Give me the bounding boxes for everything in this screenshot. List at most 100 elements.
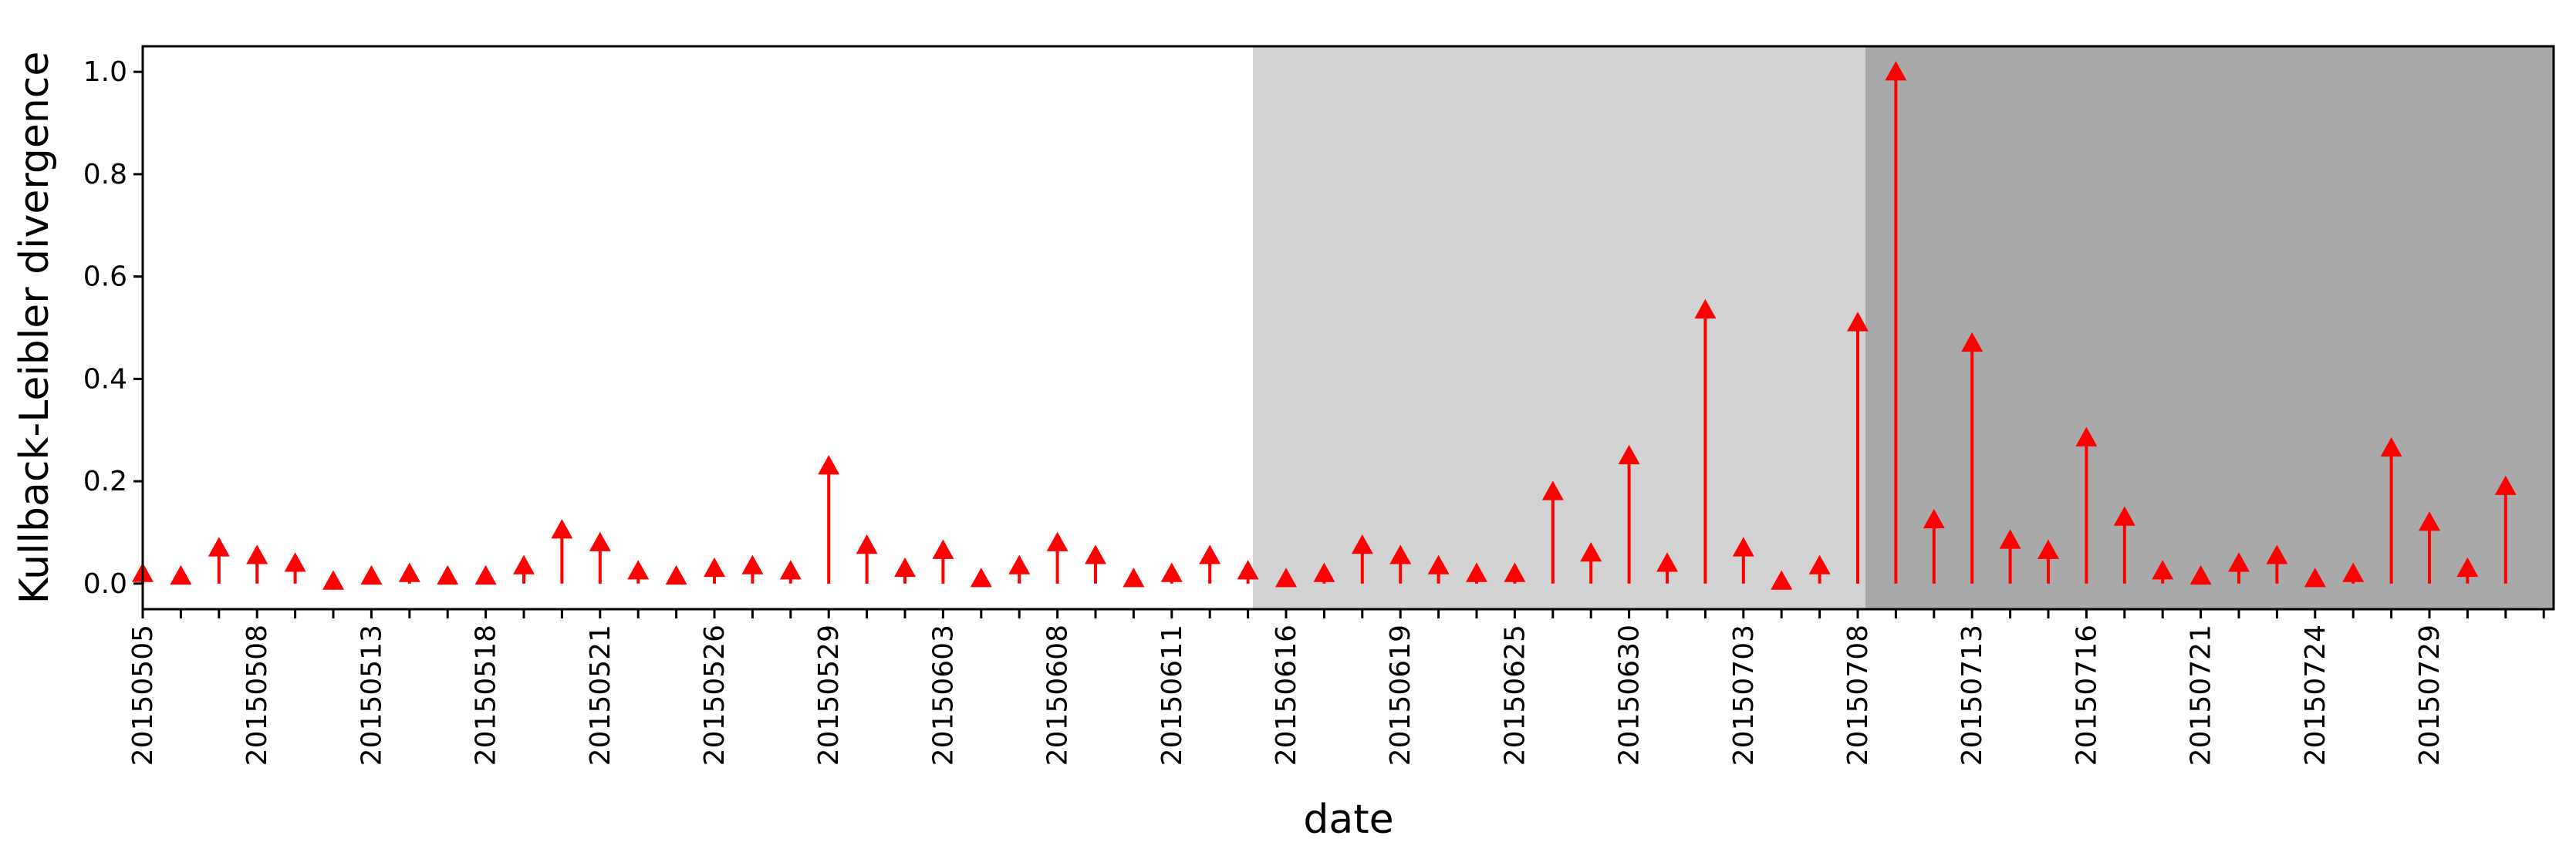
y-tick-label: 0.0 — [83, 568, 127, 600]
stem-61 — [2456, 557, 2479, 584]
triangle-marker — [1123, 568, 1145, 588]
x-tick-label: 20150721 — [2186, 625, 2217, 766]
stem-42 — [1732, 537, 1754, 584]
triangle-marker — [1618, 444, 1640, 465]
triangle-marker — [2419, 511, 2440, 531]
triangle-marker — [2266, 544, 2288, 564]
x-tick-label: 20150608 — [1042, 625, 1074, 766]
stem-54 — [2189, 564, 2212, 585]
triangle-marker — [1580, 542, 1602, 562]
triangle-marker — [2189, 564, 2212, 585]
triangle-marker — [2038, 539, 2059, 559]
stem-37 — [1541, 480, 1564, 584]
triangle-marker — [1694, 298, 1717, 318]
stem-25 — [1085, 544, 1106, 584]
triangle-marker — [1351, 534, 1373, 554]
triangle-marker — [1237, 560, 1259, 580]
triangle-marker — [1808, 554, 1831, 574]
triangle-marker — [627, 560, 650, 580]
triangle-marker — [474, 564, 497, 585]
triangle-marker — [932, 539, 954, 559]
stem-21 — [932, 539, 954, 584]
triangle-marker — [1541, 480, 1564, 500]
triangle-marker — [1008, 554, 1031, 574]
stem-40 — [1656, 552, 1678, 584]
x-tick-label: 20150616 — [1271, 625, 1302, 766]
stem-27 — [1160, 562, 1183, 584]
triangle-marker — [551, 519, 573, 539]
triangle-marker — [437, 564, 459, 585]
triangle-marker — [665, 564, 687, 585]
x-tick-label: 20150724 — [2300, 625, 2331, 766]
stem-9 — [474, 564, 497, 585]
x-tick-label: 20150526 — [699, 625, 731, 766]
plot-frame — [141, 45, 2555, 611]
triangle-marker — [1275, 568, 1297, 588]
stem-5 — [322, 570, 344, 590]
shaded-region-2 — [1865, 46, 2554, 609]
stem-60 — [2419, 511, 2440, 584]
x-tick-label: 20150521 — [585, 625, 616, 766]
stem-32 — [1351, 534, 1373, 584]
triangle-marker — [1046, 531, 1069, 551]
stem-18 — [818, 455, 840, 584]
stem-58 — [2342, 562, 2365, 584]
stem-39 — [1618, 444, 1640, 584]
stem-3 — [246, 544, 268, 584]
triangle-marker — [2456, 557, 2479, 578]
stem-52 — [2113, 506, 2135, 584]
stem-8 — [437, 564, 459, 585]
triangle-marker — [1999, 529, 2021, 549]
triangle-marker — [1085, 544, 1106, 564]
shaded-regions — [1253, 46, 2554, 609]
stem-2 — [208, 537, 230, 584]
triangle-marker — [856, 534, 878, 554]
x-tick-label: 20150708 — [1842, 625, 1874, 766]
triangle-marker — [1160, 562, 1183, 582]
x-tick-label: 20150505 — [127, 625, 159, 766]
data-stems — [132, 61, 2517, 590]
y-tick-label: 0.6 — [83, 261, 127, 293]
stem-55 — [2228, 552, 2250, 584]
triangle-marker — [1732, 537, 1754, 557]
triangle-marker — [1504, 562, 1526, 582]
stem-41 — [1694, 298, 1717, 584]
stem-6 — [360, 564, 383, 585]
triangle-marker — [208, 537, 230, 557]
x-tick-label: 20150625 — [1499, 625, 1531, 766]
stem-4 — [284, 552, 306, 584]
stem-36 — [1504, 562, 1526, 584]
stem-19 — [856, 534, 878, 584]
x-axis-title: date — [1303, 797, 1393, 843]
x-tick-label: 20150611 — [1156, 625, 1188, 766]
triangle-marker — [779, 560, 802, 580]
x-tick-label: 20150603 — [927, 625, 959, 766]
triangle-marker — [246, 544, 268, 564]
x-tick-label: 20150529 — [813, 625, 845, 766]
stem-16 — [741, 554, 764, 584]
triangle-marker — [704, 557, 725, 578]
stem-50 — [2038, 539, 2059, 584]
stem-31 — [1313, 562, 1335, 584]
stem-46 — [1885, 61, 1907, 584]
stem-1 — [170, 564, 192, 585]
stem-20 — [894, 557, 916, 584]
triangle-marker — [1313, 562, 1335, 582]
stem-35 — [1466, 562, 1487, 584]
stem-53 — [2152, 560, 2174, 584]
stem-44 — [1808, 554, 1831, 584]
stem-59 — [2380, 436, 2402, 584]
stem-13 — [627, 560, 650, 584]
triangle-marker — [2113, 506, 2135, 526]
triangle-marker — [2228, 552, 2250, 572]
y-tick-label: 0.8 — [83, 159, 127, 190]
triangle-marker — [284, 552, 306, 572]
stem-49 — [1999, 529, 2021, 584]
triangle-marker — [1771, 570, 1793, 590]
triangle-marker — [360, 564, 383, 585]
triangle-marker — [818, 455, 840, 475]
x-tick-label: 20150619 — [1385, 625, 1416, 766]
stem-48 — [1961, 332, 1983, 584]
y-tick-label: 0.2 — [83, 466, 127, 497]
